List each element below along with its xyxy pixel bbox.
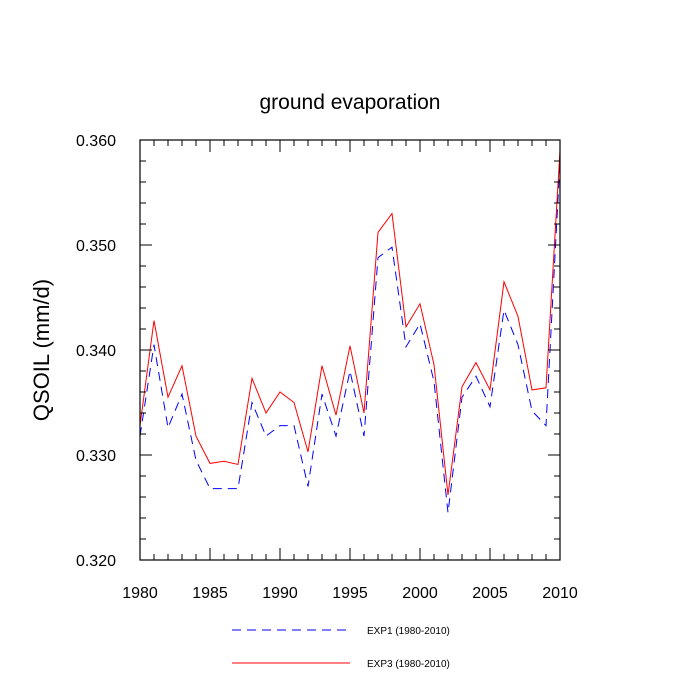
y-tick-labels: 0.320 0.330 0.340 0.350 0.360 [76,133,116,570]
chart-title: ground evaporation [260,91,441,114]
series-line-1 [139,160,561,513]
axis-ticks [139,139,561,561]
x-tick-labels: 1980 1985 1990 1995 2000 2005 2010 [122,585,578,602]
legend-label-exp3: EXP3 (1980-2010) [367,659,450,670]
x-tick-label: 1990 [262,585,298,602]
plot-frame [139,139,561,561]
x-tick-label: 2010 [542,585,578,602]
y-tick-label: 0.360 [76,133,116,150]
x-tick-label: 2005 [472,585,508,602]
y-tick-label: 0.350 [76,238,116,255]
legend-label-exp1: EXP1 (1980-2010) [367,626,450,637]
series-layer [139,150,561,513]
y-tick-label: 0.340 [76,343,116,360]
x-tick-label: 1995 [332,585,368,602]
x-tick-label: 1980 [122,585,158,602]
x-tick-label: 2000 [402,585,438,602]
y-tick-label: 0.330 [76,448,116,465]
legend: EXP1 (1980-2010) EXP3 (1980-2010) [232,626,450,670]
series-line-2 [139,150,561,495]
x-tick-label: 1985 [192,585,228,602]
y-tick-label: 0.320 [76,553,116,570]
y-axis-label: QSOIL (mm/d) [29,279,54,421]
